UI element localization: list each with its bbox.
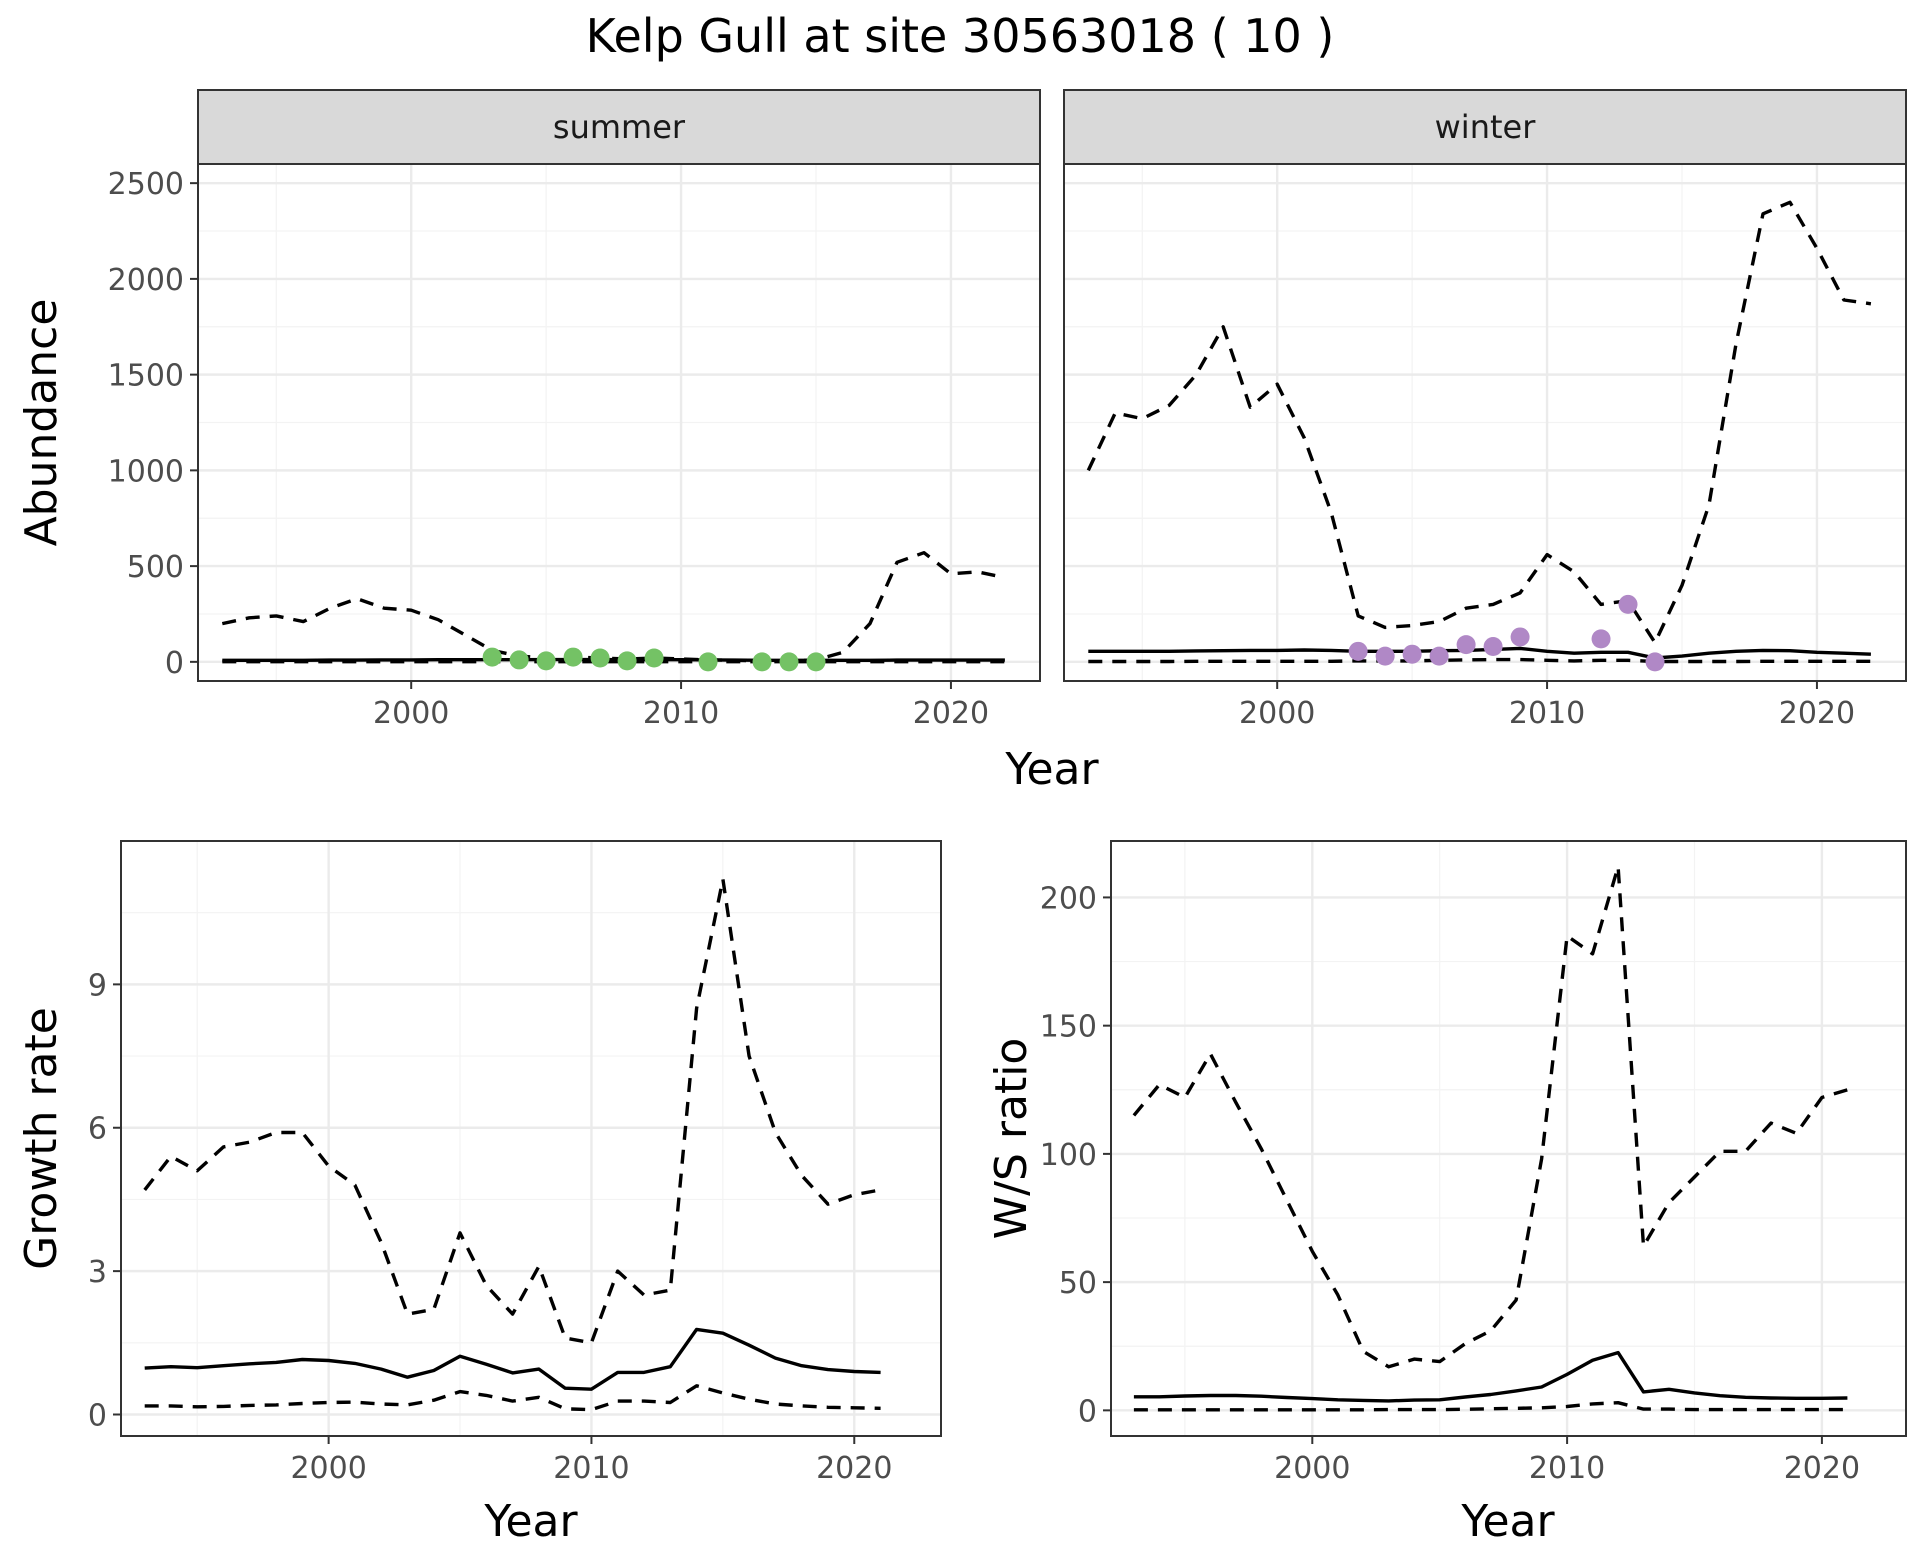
y-tick-label: 0	[88, 1398, 107, 1433]
x-tick-label: 2010	[1509, 696, 1585, 731]
plot-background	[121, 841, 941, 1436]
observed-point	[563, 647, 583, 667]
x-tick-label: 2020	[1779, 696, 1855, 731]
series-line-estimate	[1088, 646, 1871, 660]
observed-point	[482, 647, 502, 667]
y-tick-label: 6	[88, 1112, 107, 1147]
y-tick-label: 0	[1078, 1394, 1097, 1429]
observed-point	[1348, 641, 1368, 661]
chart-panel-summer: summer 2000 2010 2020 0 500 1000 1500 2000 2500 Ab…	[16, 89, 1041, 731]
x-tick-label: 2000	[1239, 696, 1315, 731]
observed-point	[590, 648, 610, 668]
figure-title: Kelp Gull at site 30563018 ( 10 )	[586, 9, 1335, 63]
y-tick-label: 200	[1040, 881, 1097, 916]
observed-point	[617, 651, 637, 671]
x-tick-label: 2020	[816, 1451, 892, 1486]
y-axis-title: Abundance	[16, 299, 67, 547]
x-tick-label: 2020	[1784, 1451, 1860, 1486]
x-axis-title: Year	[483, 1496, 578, 1547]
x-tick-label: 2010	[643, 696, 719, 731]
facet-strip	[197, 89, 1041, 165]
series-line-lower-bound	[1088, 657, 1871, 664]
y-axis-title: Growth rate	[16, 1007, 67, 1270]
chart-panel-winter: winter 2000 2010 2020	[1063, 89, 1907, 731]
facet-strip-label: summer	[553, 108, 686, 146]
y-tick-label: 9	[88, 968, 107, 1003]
y-tick-label: 0	[165, 646, 184, 681]
series-line-upper-bound	[143, 877, 881, 1345]
observed-point	[1645, 652, 1665, 672]
observed-point	[1456, 635, 1476, 655]
observed-point	[806, 652, 826, 672]
y-tick-label: 2000	[108, 263, 184, 298]
observed-point	[1375, 646, 1395, 666]
chart-panel-ratio: 2000 2010 2020 0 50 100 150 200 W/S ratio Year	[986, 840, 1907, 1547]
panel-border	[120, 840, 942, 1437]
series-line-estimate	[1133, 1350, 1848, 1403]
observed-point	[1402, 644, 1422, 664]
x-tick-label: 2010	[1529, 1451, 1605, 1486]
y-tick-label: 150	[1040, 1010, 1097, 1045]
observed-point	[509, 650, 529, 670]
y-axis-title: W/S ratio	[986, 1038, 1037, 1240]
y-tick-label: 2500	[108, 167, 184, 202]
x-tick-label: 2000	[373, 696, 449, 731]
x-tick-label: 2010	[553, 1451, 629, 1486]
x-tick-label: 2000	[290, 1451, 366, 1486]
observed-point	[1510, 627, 1530, 647]
panel-border	[1110, 840, 1907, 1437]
observed-point	[1483, 637, 1503, 657]
x-tick-label: 2020	[913, 696, 989, 731]
facet-strip-label: winter	[1435, 108, 1537, 146]
observed-point	[1618, 594, 1638, 614]
observed-point	[779, 652, 799, 672]
y-tick-label: 500	[127, 550, 184, 585]
facet-strip	[1063, 89, 1907, 165]
x-axis-title-shared: Year	[1004, 744, 1099, 795]
y-tick-label: 50	[1059, 1266, 1097, 1301]
y-tick-label: 100	[1040, 1138, 1097, 1173]
y-tick-label: 3	[88, 1255, 107, 1290]
series-line-lower-bound	[144, 1384, 881, 1412]
series-line-upper-bound	[1132, 864, 1848, 1369]
series-line-estimate	[144, 1327, 881, 1391]
plot-background	[1111, 841, 1906, 1436]
chart-panel-growth: 2000 2010 2020 0 3 6 9 Growth rate Year	[16, 840, 942, 1547]
x-axis-title: Year	[1460, 1496, 1555, 1547]
observed-point	[644, 648, 664, 668]
observed-point	[698, 652, 718, 672]
observed-point	[1591, 629, 1611, 649]
x-tick-label: 2000	[1274, 1451, 1350, 1486]
y-tick-label: 1000	[108, 454, 184, 489]
series-line-upper-bound	[1086, 200, 1872, 645]
observed-point	[1429, 646, 1449, 666]
observed-point	[536, 651, 556, 671]
observed-point	[752, 652, 772, 672]
y-tick-label: 1500	[108, 359, 184, 394]
